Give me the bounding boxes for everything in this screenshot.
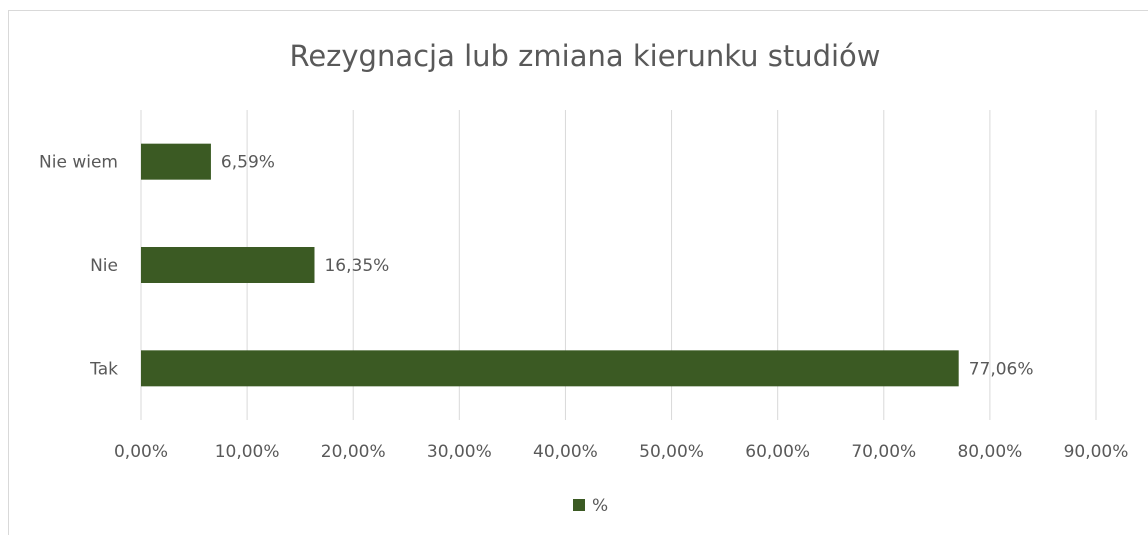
bar [141, 350, 959, 387]
legend-swatch [573, 499, 585, 511]
x-tick-label: 70,00% [851, 442, 916, 462]
y-tick-label: Nie wiem [39, 153, 118, 173]
x-tick-label: 20,00% [321, 442, 386, 462]
data-label: 6,59% [221, 153, 275, 173]
y-tick-label: Nie [90, 256, 118, 276]
x-tick-label: 60,00% [745, 442, 810, 462]
legend-label: % [592, 496, 608, 516]
y-tick-label: Tak [89, 359, 118, 379]
x-tick-label: 10,00% [215, 442, 280, 462]
x-tick-label: 50,00% [639, 442, 704, 462]
chart-title: Rezygnacja lub zmiana kierunku studiów [289, 39, 880, 73]
x-tick-label: 90,00% [1064, 442, 1129, 462]
bar [141, 143, 211, 180]
data-label: 16,35% [324, 256, 389, 276]
data-label: 77,06% [969, 359, 1034, 379]
x-tick-label: 30,00% [427, 442, 492, 462]
x-tick-label: 80,00% [957, 442, 1022, 462]
x-tick-label: 0,00% [114, 442, 168, 462]
bar [141, 247, 315, 283]
x-tick-label: 40,00% [533, 442, 598, 462]
